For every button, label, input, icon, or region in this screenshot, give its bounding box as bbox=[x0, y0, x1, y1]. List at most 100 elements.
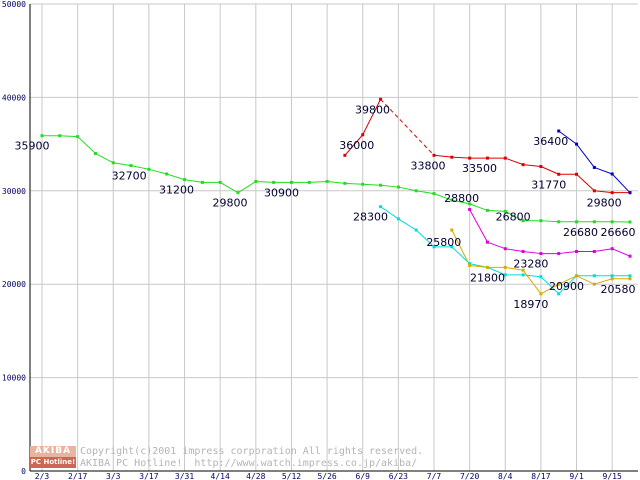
series-0-segment bbox=[113, 162, 132, 167]
series-points bbox=[40, 97, 632, 296]
y-tick-label: 0 bbox=[21, 467, 26, 476]
data-label: 32700 bbox=[112, 170, 147, 183]
series-1-segment bbox=[380, 98, 435, 156]
data-label: 36000 bbox=[339, 139, 374, 152]
series-3-point bbox=[592, 274, 596, 278]
series-2-point bbox=[610, 172, 614, 176]
series-1-point bbox=[521, 163, 525, 167]
data-labels: 35900 32700 31200 29800 30900 36000 39800 28300… bbox=[15, 103, 636, 311]
series-0-segment bbox=[95, 152, 114, 164]
series-3-point bbox=[468, 262, 472, 266]
series-1-point bbox=[557, 172, 561, 176]
series-1-segment bbox=[523, 164, 541, 168]
series-3-segment bbox=[451, 246, 470, 265]
data-label: 23280 bbox=[513, 258, 548, 271]
series-0-point bbox=[58, 134, 62, 138]
series-3-point bbox=[379, 205, 383, 209]
series-5-segment bbox=[576, 275, 595, 285]
series-0-point bbox=[111, 161, 115, 165]
series-0-point bbox=[521, 219, 525, 223]
series-0-point bbox=[432, 192, 436, 196]
series-1-point bbox=[592, 189, 596, 193]
series-0-segment bbox=[362, 183, 381, 186]
data-label: 31200 bbox=[159, 184, 194, 197]
series-4-point bbox=[575, 250, 579, 254]
series-5-point bbox=[450, 228, 454, 232]
data-label: 20900 bbox=[549, 280, 584, 293]
x-tick-label: 7/7 bbox=[427, 472, 442, 480]
series-2-point bbox=[628, 191, 632, 195]
series-3-point bbox=[557, 292, 561, 296]
y-tick-label: 20000 bbox=[2, 280, 26, 289]
series-5-point bbox=[610, 277, 614, 281]
series-3-point bbox=[414, 228, 418, 232]
series-5-point bbox=[468, 264, 472, 268]
series-1-segment bbox=[576, 173, 595, 192]
series-4-segment bbox=[558, 251, 577, 255]
series-0-segment bbox=[433, 193, 452, 201]
series-2-segment bbox=[611, 173, 631, 194]
series-0-segment bbox=[416, 190, 435, 195]
series-0-point bbox=[361, 182, 365, 186]
series-3-segment bbox=[380, 206, 399, 220]
series-4-point bbox=[503, 247, 507, 251]
series-0-point bbox=[147, 167, 151, 171]
series-0-point bbox=[289, 180, 293, 184]
series-0-segment bbox=[505, 210, 524, 222]
series-0-point bbox=[610, 220, 614, 224]
series-0-point bbox=[236, 191, 240, 195]
series-0-point bbox=[592, 220, 596, 224]
x-tick-label: 2/3 bbox=[35, 472, 50, 480]
data-label: 31770 bbox=[531, 178, 566, 191]
x-tick-label: 6/23 bbox=[389, 472, 408, 480]
series-3-segment bbox=[415, 229, 435, 248]
series-0-segment bbox=[398, 186, 417, 192]
series-4-point bbox=[485, 240, 489, 244]
series-1-point bbox=[379, 97, 383, 101]
series-3-point bbox=[628, 274, 632, 278]
series-3-point bbox=[432, 245, 436, 249]
series-0-point bbox=[396, 185, 400, 189]
data-label: 18970 bbox=[513, 298, 548, 311]
series-0-point bbox=[307, 180, 311, 184]
series-0-point bbox=[272, 180, 276, 184]
series-3-segment bbox=[398, 218, 417, 231]
data-label: 21800 bbox=[470, 271, 505, 284]
series-4-point bbox=[592, 250, 596, 254]
series-0-segment bbox=[77, 136, 96, 154]
x-tick-label: 4/28 bbox=[246, 472, 265, 480]
data-label: 26660 bbox=[601, 226, 636, 239]
series-4-segment bbox=[523, 251, 541, 255]
series-1-point bbox=[361, 133, 365, 137]
x-tick-label: 5/26 bbox=[317, 472, 336, 480]
x-tick-label: 3/3 bbox=[106, 472, 121, 480]
series-3-point bbox=[539, 275, 543, 279]
series-0-segment bbox=[344, 182, 363, 185]
series-0-segment bbox=[309, 180, 328, 183]
series-1-point bbox=[610, 191, 614, 195]
series-5-point bbox=[592, 282, 596, 286]
series-3-point bbox=[521, 273, 525, 277]
series-5-point bbox=[503, 265, 507, 269]
series-3-point bbox=[396, 217, 400, 221]
series-3-segment bbox=[523, 274, 541, 278]
series-4-point bbox=[628, 254, 632, 258]
y-tick-label: 10000 bbox=[2, 374, 26, 383]
data-label: 29800 bbox=[587, 197, 622, 210]
series-2-segment bbox=[558, 130, 577, 145]
series-1-point bbox=[575, 172, 579, 176]
data-label: 28300 bbox=[353, 211, 388, 224]
axes bbox=[29, 4, 638, 472]
series-0-point bbox=[628, 220, 632, 224]
y-tick-label: 50000 bbox=[2, 0, 26, 9]
x-tick-label: 4/14 bbox=[211, 472, 230, 480]
site-url-text: AKIBA PC Hotline! http://www.watch.impre… bbox=[80, 458, 418, 469]
series-4-point bbox=[521, 250, 525, 254]
y-tick-label: 30000 bbox=[2, 187, 26, 196]
series-0-segment bbox=[487, 209, 506, 212]
series-0-point bbox=[200, 180, 204, 184]
series-3-point bbox=[610, 274, 614, 278]
series-0-segment bbox=[237, 181, 257, 194]
logo-bottom-text: PC Hotline! bbox=[30, 457, 76, 468]
